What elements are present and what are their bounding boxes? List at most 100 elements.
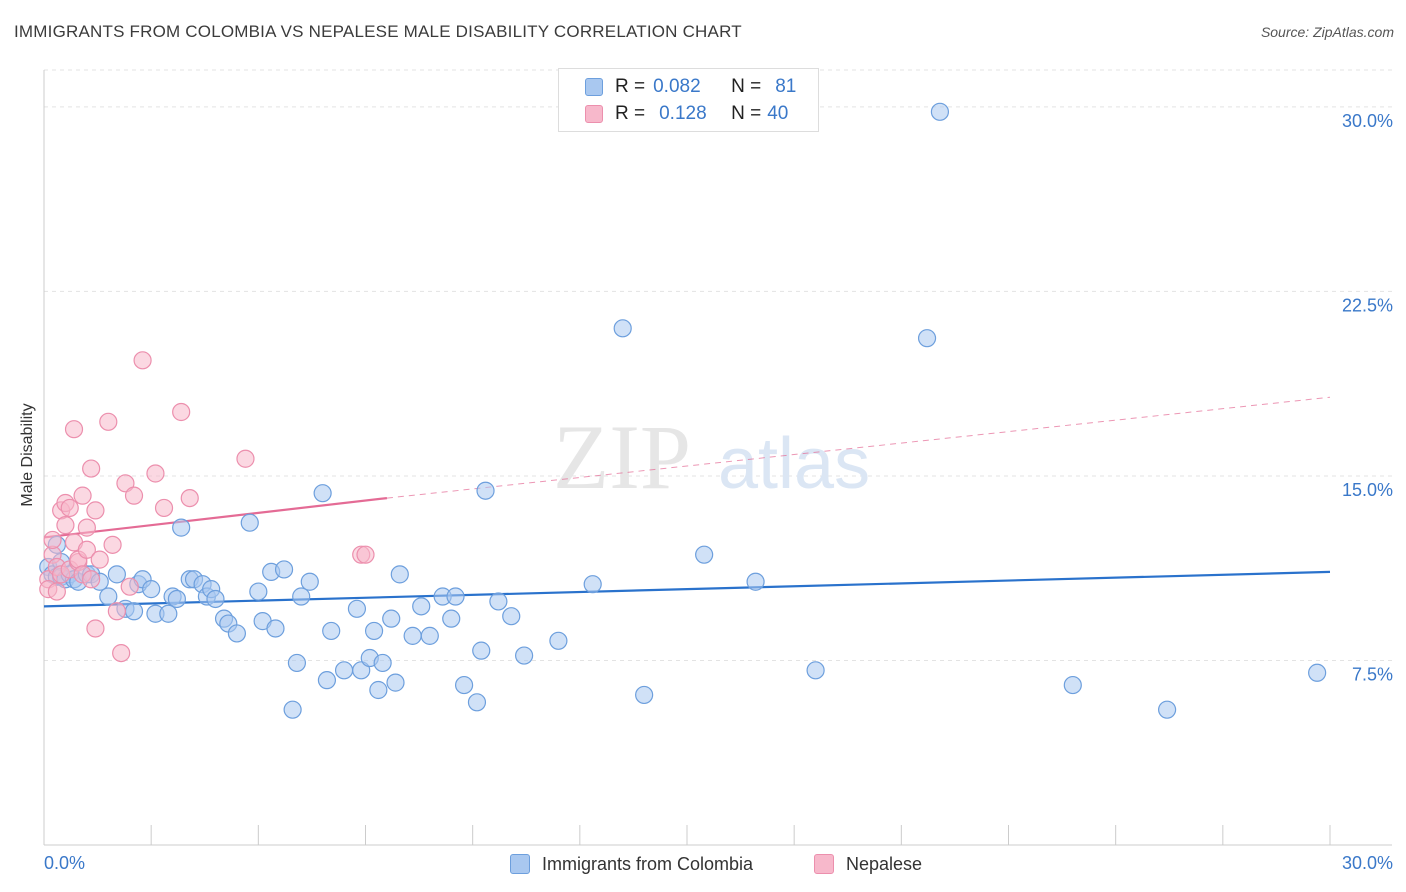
legend-swatch-pink xyxy=(585,105,603,123)
point-colombia xyxy=(1063,675,1082,695)
point-colombia xyxy=(227,624,246,643)
point-nepalese xyxy=(146,464,165,483)
point-colombia xyxy=(1308,663,1327,682)
point-nepalese xyxy=(47,582,66,601)
point-colombia xyxy=(412,597,431,616)
point-nepalese xyxy=(86,501,105,520)
point-colombia xyxy=(322,621,341,641)
point-nepalese xyxy=(60,498,79,518)
point-colombia xyxy=(583,575,602,594)
legend-r-value: 0.128 xyxy=(659,103,707,124)
point-colombia xyxy=(172,518,191,537)
point-colombia xyxy=(142,580,161,599)
point-nepalese xyxy=(356,545,375,564)
point-colombia xyxy=(549,631,568,650)
point-nepalese xyxy=(154,498,174,518)
y-tick-label: 15.0% xyxy=(1342,480,1393,500)
point-colombia xyxy=(467,693,487,712)
point-colombia xyxy=(283,700,302,719)
point-colombia xyxy=(613,319,632,338)
legend-item-colombia: Immigrants from Colombia xyxy=(510,852,753,876)
point-colombia xyxy=(442,609,461,628)
point-colombia xyxy=(502,607,521,626)
point-colombia xyxy=(930,102,950,121)
legend-label-colombia: Immigrants from Colombia xyxy=(542,853,754,874)
point-nepalese xyxy=(120,577,139,596)
point-colombia xyxy=(403,626,422,645)
legend-swatch-blue xyxy=(585,78,603,96)
point-nepalese xyxy=(236,449,255,468)
point-colombia xyxy=(917,329,937,348)
legend-swatch-pink xyxy=(814,854,834,874)
point-colombia xyxy=(334,661,354,680)
point-nepalese xyxy=(112,643,131,663)
point-nepalese xyxy=(103,535,122,554)
stats-legend: R = 0.082 N = 81 R = 0.128 N = 40 xyxy=(558,68,819,132)
axes xyxy=(43,70,1392,846)
point-nepalese xyxy=(82,570,101,589)
point-nepalese xyxy=(124,486,144,505)
point-colombia xyxy=(317,671,337,690)
point-colombia xyxy=(382,609,401,628)
legend-n-label: N = xyxy=(731,76,762,97)
data-points xyxy=(39,102,1327,719)
point-colombia xyxy=(99,587,118,606)
legend-row-nepalese: R = 0.128 N = 40 xyxy=(585,102,788,126)
point-colombia xyxy=(287,653,307,673)
legend-item-nepalese: Nepalese xyxy=(814,852,922,876)
point-colombia xyxy=(352,661,371,680)
y-tick-label: 30.0% xyxy=(1342,111,1393,131)
point-colombia xyxy=(364,621,384,641)
point-colombia xyxy=(206,589,225,609)
point-colombia xyxy=(292,587,311,606)
point-nepalese xyxy=(180,488,199,508)
point-colombia xyxy=(274,560,294,579)
point-colombia xyxy=(454,675,474,695)
legend-n-value: 81 xyxy=(775,76,797,97)
point-colombia xyxy=(390,565,409,584)
y-axis-label: Male Disability xyxy=(19,403,36,507)
y-tick-label: 7.5% xyxy=(1352,664,1393,684)
trend-line-colombia xyxy=(43,570,1331,608)
point-colombia xyxy=(420,626,439,645)
trend-line-extension xyxy=(386,396,1331,499)
point-nepalese xyxy=(56,516,75,535)
point-nepalese xyxy=(107,602,126,621)
point-colombia xyxy=(167,589,186,609)
legend-n-value: 40 xyxy=(767,103,789,124)
point-nepalese xyxy=(116,474,135,493)
trend-line-nepalese xyxy=(43,497,388,539)
point-colombia xyxy=(249,582,268,601)
tick-labels: 7.5% 15.0% 22.5% 30.0% 0.0% 30.0% xyxy=(44,111,1393,873)
legend-r-label: R = xyxy=(615,76,646,97)
legend-n-label: N = xyxy=(731,103,762,124)
point-colombia xyxy=(806,661,825,680)
point-colombia xyxy=(347,599,367,618)
watermark: ZIP atlas xyxy=(553,406,870,508)
point-colombia xyxy=(386,673,405,692)
point-colombia xyxy=(159,604,178,623)
point-nepalese xyxy=(86,619,105,638)
point-colombia xyxy=(746,572,765,591)
y-tick-label: 22.5% xyxy=(1342,295,1393,315)
point-nepalese xyxy=(82,459,101,478)
gridlines xyxy=(44,69,1392,661)
point-colombia xyxy=(515,646,534,665)
point-colombia xyxy=(446,587,465,606)
point-colombia xyxy=(266,619,285,638)
legend-label-nepalese: Nepalese xyxy=(846,853,923,874)
point-colombia xyxy=(695,545,714,564)
point-colombia xyxy=(313,484,332,503)
point-colombia xyxy=(489,592,508,611)
watermark-zip: ZIP xyxy=(553,406,691,508)
legend-row-colombia: R = 0.082 N = 81 xyxy=(585,75,796,99)
point-nepalese xyxy=(99,412,118,431)
point-nepalese xyxy=(77,518,96,537)
point-colombia xyxy=(635,685,654,705)
source-label: Source: ZipAtlas.com xyxy=(1260,24,1394,40)
point-nepalese xyxy=(77,540,96,559)
x-tick-label: 0.0% xyxy=(44,853,85,873)
point-colombia xyxy=(300,572,319,591)
point-colombia xyxy=(373,653,392,673)
